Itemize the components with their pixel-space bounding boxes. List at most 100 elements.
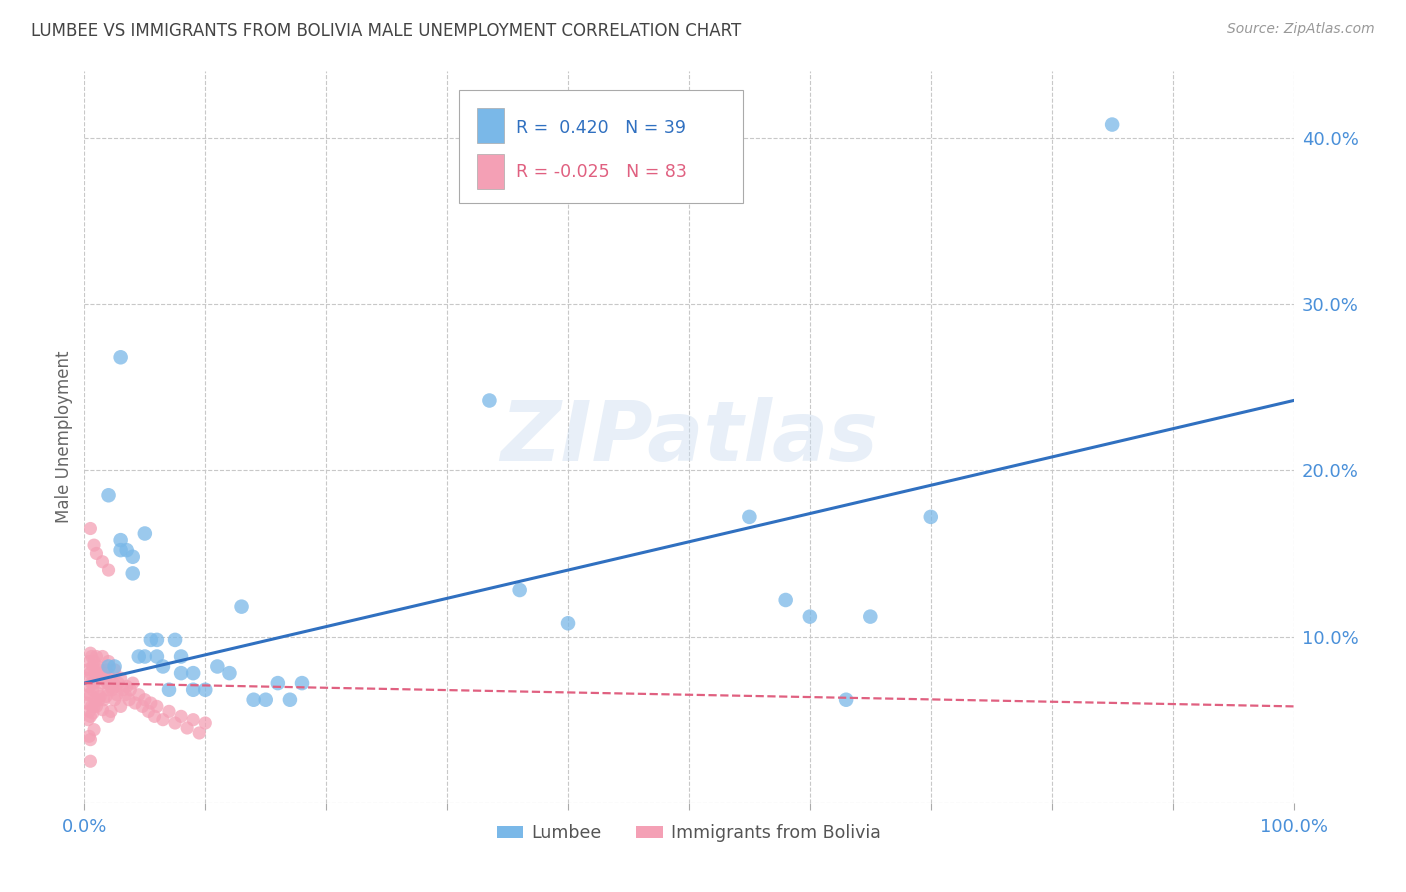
Point	[86, 673, 108, 687]
Point	[101, 682, 124, 697]
Point	[170, 666, 193, 681]
Point	[93, 666, 115, 681]
Point	[134, 692, 156, 706]
Point	[121, 676, 143, 690]
Point	[128, 688, 150, 702]
Point	[77, 729, 100, 743]
Point	[146, 649, 169, 664]
Point	[1101, 118, 1123, 132]
Point	[231, 599, 253, 614]
Point	[165, 716, 187, 731]
Point	[157, 682, 180, 697]
Point	[83, 538, 105, 552]
Point	[89, 690, 111, 704]
Point	[82, 659, 104, 673]
Point	[278, 692, 301, 706]
Point	[165, 632, 187, 647]
Point	[799, 609, 821, 624]
Point	[104, 680, 127, 694]
Bar	[478, 108, 503, 143]
Point	[97, 655, 120, 669]
Point	[93, 692, 115, 706]
Point	[157, 705, 180, 719]
Point	[181, 666, 204, 681]
Point	[77, 688, 100, 702]
Point	[98, 671, 121, 685]
Point	[86, 686, 108, 700]
Point	[87, 692, 110, 706]
Point	[86, 699, 108, 714]
Point	[218, 666, 240, 681]
Point	[76, 696, 98, 710]
Point	[104, 659, 127, 673]
Point	[97, 488, 120, 502]
Point	[114, 688, 136, 702]
Point	[194, 682, 217, 697]
Point	[139, 696, 162, 710]
Bar	[478, 154, 503, 189]
Point	[121, 566, 143, 581]
Point	[110, 699, 132, 714]
Point	[77, 713, 100, 727]
FancyBboxPatch shape	[460, 90, 744, 203]
Point	[100, 705, 122, 719]
Point	[134, 649, 156, 664]
Point	[87, 666, 110, 681]
Point	[82, 706, 104, 720]
Point	[104, 663, 127, 677]
Point	[97, 709, 120, 723]
Point	[242, 692, 264, 706]
Point	[254, 692, 277, 706]
Point	[90, 671, 112, 685]
Point	[94, 663, 117, 677]
Text: R =  0.420   N = 39: R = 0.420 N = 39	[516, 120, 686, 137]
Point	[775, 593, 797, 607]
Point	[94, 673, 117, 687]
Point	[207, 659, 229, 673]
Point	[79, 646, 101, 660]
Point	[131, 699, 153, 714]
Point	[83, 723, 105, 737]
Point	[267, 676, 290, 690]
Point	[79, 732, 101, 747]
Point	[83, 655, 105, 669]
Point	[97, 682, 120, 697]
Point	[79, 688, 101, 702]
Text: R = -0.025   N = 83: R = -0.025 N = 83	[516, 162, 688, 180]
Point	[86, 649, 108, 664]
Point	[138, 705, 160, 719]
Point	[84, 666, 107, 681]
Point	[79, 754, 101, 768]
Point	[77, 705, 100, 719]
Point	[77, 663, 100, 677]
Point	[80, 649, 103, 664]
Point	[152, 713, 174, 727]
Point	[859, 609, 882, 624]
Text: LUMBEE VS IMMIGRANTS FROM BOLIVIA MALE UNEMPLOYMENT CORRELATION CHART: LUMBEE VS IMMIGRANTS FROM BOLIVIA MALE U…	[31, 22, 741, 40]
Point	[80, 699, 103, 714]
Point	[97, 659, 120, 673]
Point	[194, 716, 217, 731]
Point	[83, 699, 105, 714]
Text: ZIPatlas: ZIPatlas	[501, 397, 877, 477]
Point	[176, 721, 198, 735]
Point	[509, 582, 531, 597]
Point	[79, 521, 101, 535]
Point	[79, 666, 101, 681]
Point	[110, 351, 132, 365]
Point	[86, 546, 108, 560]
Point	[115, 543, 138, 558]
Point	[94, 690, 117, 704]
Point	[82, 682, 104, 697]
Text: Source: ZipAtlas.com: Source: ZipAtlas.com	[1227, 22, 1375, 37]
Point	[143, 709, 166, 723]
Point	[77, 655, 100, 669]
Legend: Lumbee, Immigrants from Bolivia: Lumbee, Immigrants from Bolivia	[489, 817, 889, 849]
Point	[478, 393, 501, 408]
Point	[139, 632, 162, 647]
Y-axis label: Male Unemployment: Male Unemployment	[55, 351, 73, 524]
Point	[188, 726, 211, 740]
Point	[920, 509, 942, 524]
Point	[84, 692, 107, 706]
Point	[110, 671, 132, 685]
